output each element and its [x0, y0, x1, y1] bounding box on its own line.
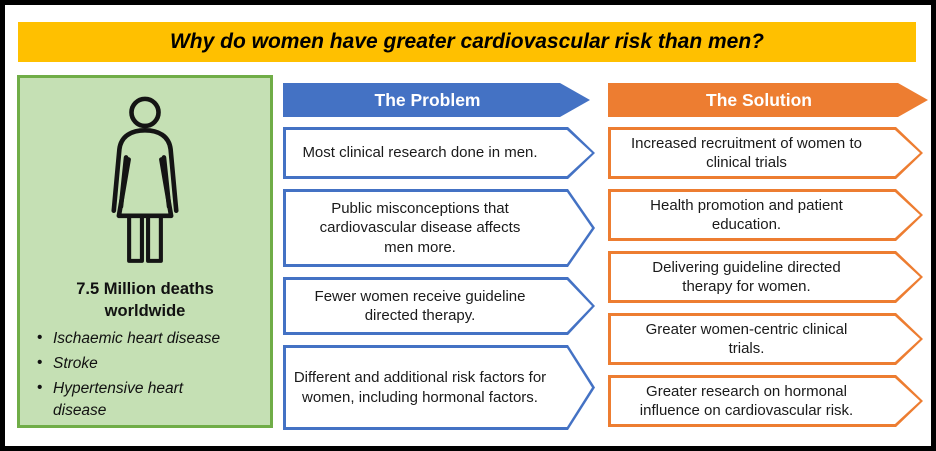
solution-item: Greater research on hormonal influence o… — [608, 375, 923, 427]
solution-item: Health promotion and patient education. — [608, 189, 923, 241]
solution-item: Delivering guideline directed therapy fo… — [608, 251, 923, 303]
list-item: Ischaemic heart disease — [34, 327, 225, 350]
deaths-heading: 7.5 Million deaths worldwide — [76, 280, 214, 321]
solution-header-arrow: The Solution — [608, 83, 928, 117]
problem-item: Fewer women receive guideline directed t… — [283, 277, 595, 335]
solution-column: The Solution Increased recruitment of wo… — [608, 83, 928, 427]
deaths-panel: 7.5 Million deaths worldwide Ischaemic h… — [17, 75, 273, 428]
problem-header-arrow: The Problem — [283, 83, 590, 117]
disease-list: Ischaemic heart disease Stroke Hypertens… — [34, 327, 270, 422]
problem-header-label: The Problem — [374, 89, 481, 110]
page-title: Why do women have greater cardiovascular… — [169, 30, 765, 53]
problem-column: The Problem Most clinical research done … — [283, 83, 595, 430]
solution-header-label: The Solution — [706, 89, 812, 110]
solution-item: Increased recruitment of women to clinic… — [608, 127, 923, 179]
problem-item: Different and additional risk factors fo… — [283, 345, 595, 430]
title-banner: Why do women have greater cardiovascular… — [18, 22, 916, 62]
problem-item: Most clinical research done in men. — [283, 127, 595, 179]
solution-item: Greater women-centric clinical trials. — [608, 313, 923, 365]
list-item: Hypertensive heart disease — [34, 377, 225, 422]
problem-item: Public misconceptions that cardiovascula… — [283, 189, 595, 267]
woman-outline-icon — [111, 96, 179, 263]
list-item: Stroke — [34, 352, 225, 375]
